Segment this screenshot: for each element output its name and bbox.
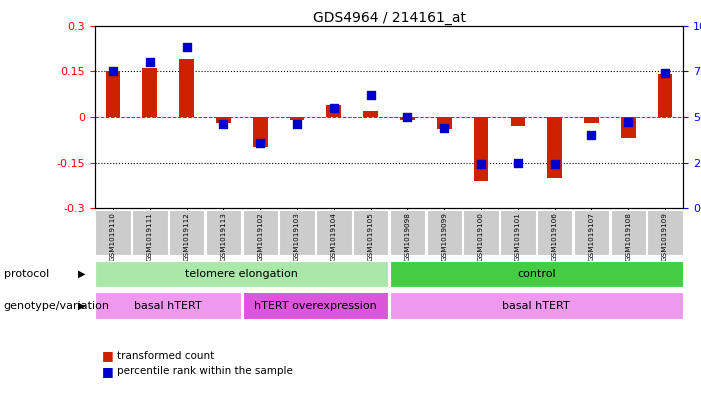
Bar [132, 210, 168, 255]
Text: GSM1019105: GSM1019105 [367, 213, 374, 261]
Bar [390, 261, 683, 287]
Point [586, 132, 597, 138]
Point [660, 70, 671, 76]
Text: basal hTERT: basal hTERT [135, 301, 202, 310]
Text: GSM1019108: GSM1019108 [625, 213, 632, 261]
Bar [316, 210, 351, 255]
Bar [537, 210, 572, 255]
Bar [216, 117, 231, 123]
Bar [363, 111, 378, 117]
Bar [390, 292, 683, 319]
Bar [427, 210, 462, 255]
Bar [510, 117, 525, 126]
Bar [179, 59, 194, 117]
Text: ■: ■ [102, 349, 114, 362]
Text: genotype/variation: genotype/variation [4, 301, 109, 310]
Text: GSM1019101: GSM1019101 [515, 213, 521, 261]
Bar [95, 292, 241, 319]
Point [181, 44, 192, 51]
Bar [547, 117, 562, 178]
Point [549, 161, 560, 167]
Bar [621, 117, 636, 138]
Text: GSM1019103: GSM1019103 [294, 213, 300, 261]
Text: GSM1019106: GSM1019106 [552, 213, 558, 261]
Text: GSM1019100: GSM1019100 [478, 213, 484, 261]
Point [365, 92, 376, 98]
Bar [142, 68, 157, 117]
Bar [648, 210, 683, 255]
Bar [253, 117, 268, 147]
Text: GSM1019112: GSM1019112 [184, 213, 190, 261]
Bar [95, 210, 130, 255]
Text: ■: ■ [102, 365, 114, 378]
Bar [106, 71, 121, 117]
Bar [574, 210, 609, 255]
Bar [463, 210, 498, 255]
Text: ▶: ▶ [79, 269, 86, 279]
Bar [243, 210, 278, 255]
Point [475, 161, 486, 167]
Point [512, 160, 524, 166]
Text: GSM1019113: GSM1019113 [220, 213, 226, 261]
Point [107, 68, 118, 74]
Bar [584, 117, 599, 123]
Point [254, 140, 266, 146]
Bar [280, 210, 315, 255]
Text: telomere elongation: telomere elongation [185, 269, 299, 279]
Bar [243, 292, 388, 319]
Bar [501, 210, 536, 255]
Bar [658, 74, 672, 117]
Point [402, 114, 413, 120]
Text: protocol: protocol [4, 269, 49, 279]
Text: GSM1019107: GSM1019107 [588, 213, 594, 261]
Text: basal hTERT: basal hTERT [503, 301, 570, 310]
Point [292, 121, 303, 127]
Text: percentile rank within the sample: percentile rank within the sample [117, 366, 293, 376]
Text: ▶: ▶ [79, 301, 86, 310]
Bar [327, 105, 341, 117]
Text: GSM1019104: GSM1019104 [331, 213, 337, 261]
Bar [390, 210, 425, 255]
Bar [169, 210, 204, 255]
Text: GSM1019109: GSM1019109 [662, 213, 668, 261]
Text: GSM1019102: GSM1019102 [257, 213, 264, 261]
Text: GSM1019111: GSM1019111 [147, 213, 153, 261]
Bar [474, 117, 489, 181]
Text: transformed count: transformed count [117, 351, 215, 361]
Point [144, 59, 156, 65]
Point [439, 125, 450, 131]
Point [328, 105, 339, 111]
Point [622, 119, 634, 125]
Text: control: control [517, 269, 556, 279]
Bar [290, 117, 304, 120]
Bar [95, 261, 388, 287]
Text: GSM1019099: GSM1019099 [441, 213, 447, 261]
Bar [437, 117, 451, 129]
Title: GDS4964 / 214161_at: GDS4964 / 214161_at [313, 11, 465, 24]
Bar [400, 117, 415, 120]
Bar [206, 210, 241, 255]
Bar [611, 210, 646, 255]
Point [218, 121, 229, 127]
Text: GSM1019110: GSM1019110 [110, 213, 116, 261]
Bar [353, 210, 388, 255]
Text: GSM1019098: GSM1019098 [404, 213, 411, 261]
Text: hTERT overexpression: hTERT overexpression [254, 301, 377, 310]
